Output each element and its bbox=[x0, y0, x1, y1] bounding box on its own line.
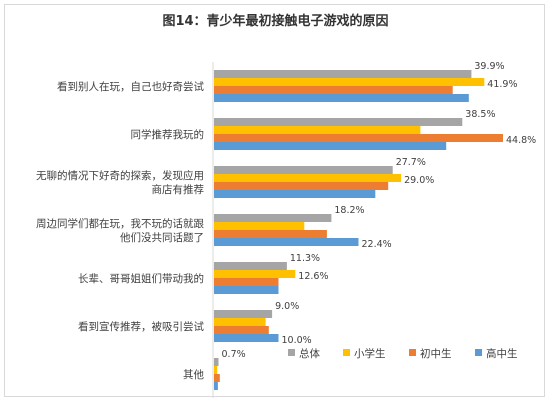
chart-frame bbox=[4, 4, 545, 397]
data-label: 9.0% bbox=[275, 301, 299, 312]
legend-label: 高中生 bbox=[486, 347, 518, 360]
bar bbox=[214, 366, 218, 374]
legend-swatch bbox=[409, 349, 416, 356]
legend: 总体 小学生 初中生 高中生 bbox=[288, 347, 518, 360]
data-label: 44.8% bbox=[506, 135, 536, 146]
bar bbox=[214, 190, 376, 198]
bar bbox=[214, 358, 219, 366]
bar bbox=[214, 94, 469, 102]
bar bbox=[214, 182, 389, 190]
bar bbox=[214, 230, 327, 238]
data-label: 29.0% bbox=[404, 175, 434, 186]
category-label: 看到宣传推荐，被吸引尝试 bbox=[78, 320, 204, 333]
bar bbox=[214, 326, 269, 334]
bar bbox=[214, 118, 463, 126]
bar bbox=[214, 270, 296, 278]
legend-swatch bbox=[343, 349, 350, 356]
data-label: 39.9% bbox=[474, 61, 504, 72]
data-label: 22.4% bbox=[362, 239, 392, 250]
bar bbox=[214, 166, 393, 174]
data-label: 12.6% bbox=[298, 271, 328, 282]
bar bbox=[214, 142, 447, 150]
legend-label: 总体 bbox=[299, 347, 320, 360]
bar bbox=[214, 262, 287, 270]
bar bbox=[214, 174, 402, 182]
bar bbox=[214, 126, 421, 134]
legend-swatch bbox=[475, 349, 482, 356]
category-label: 周边同学们都在玩，我不玩的话就跟他们没共同话题了 bbox=[36, 217, 204, 244]
data-label: 38.5% bbox=[465, 109, 495, 120]
data-label: 41.9% bbox=[487, 79, 517, 90]
bar bbox=[214, 286, 279, 294]
bar bbox=[214, 86, 453, 94]
data-label: 18.2% bbox=[334, 205, 364, 216]
category-label: 同学推荐我玩的 bbox=[131, 128, 205, 141]
data-label: 11.3% bbox=[290, 253, 320, 264]
bar bbox=[214, 214, 332, 222]
legend-label: 初中生 bbox=[420, 347, 452, 360]
data-labels: 39.9% 41.9% 38.5% 44.8% 27.7% 29.0% 18.2% 22.4%… bbox=[222, 61, 537, 360]
category-label: 其他 bbox=[183, 368, 204, 381]
legend-label: 小学生 bbox=[354, 347, 386, 360]
data-label: 27.7% bbox=[396, 157, 426, 168]
data-label: 10.0% bbox=[282, 335, 312, 346]
category-label: 看到别人在玩，自己也好奇尝试 bbox=[57, 80, 204, 93]
bar bbox=[214, 238, 359, 246]
category-labels: 看到别人在玩，自己也好奇尝试同学推荐我玩的无聊的情况下好奇的探索，发现应用商店有… bbox=[36, 80, 204, 381]
bar bbox=[214, 382, 218, 390]
data-label: 0.7% bbox=[222, 349, 246, 360]
bar bbox=[214, 334, 279, 342]
category-label: 无聊的情况下好奇的探索，发现应用商店有推荐 bbox=[36, 169, 204, 196]
bar bbox=[214, 134, 503, 142]
bar bbox=[214, 310, 273, 318]
bar bbox=[214, 222, 305, 230]
bars-group bbox=[212, 62, 503, 398]
bar bbox=[214, 278, 279, 286]
category-label: 长辈、哥哥姐姐们带动我的 bbox=[78, 272, 204, 285]
bar bbox=[214, 318, 266, 326]
chart-title: 图14：青少年最初接触电子游戏的原因 bbox=[162, 13, 388, 29]
bar bbox=[214, 374, 220, 382]
bar bbox=[214, 78, 485, 86]
bar bbox=[214, 70, 472, 78]
legend-swatch bbox=[288, 349, 295, 356]
